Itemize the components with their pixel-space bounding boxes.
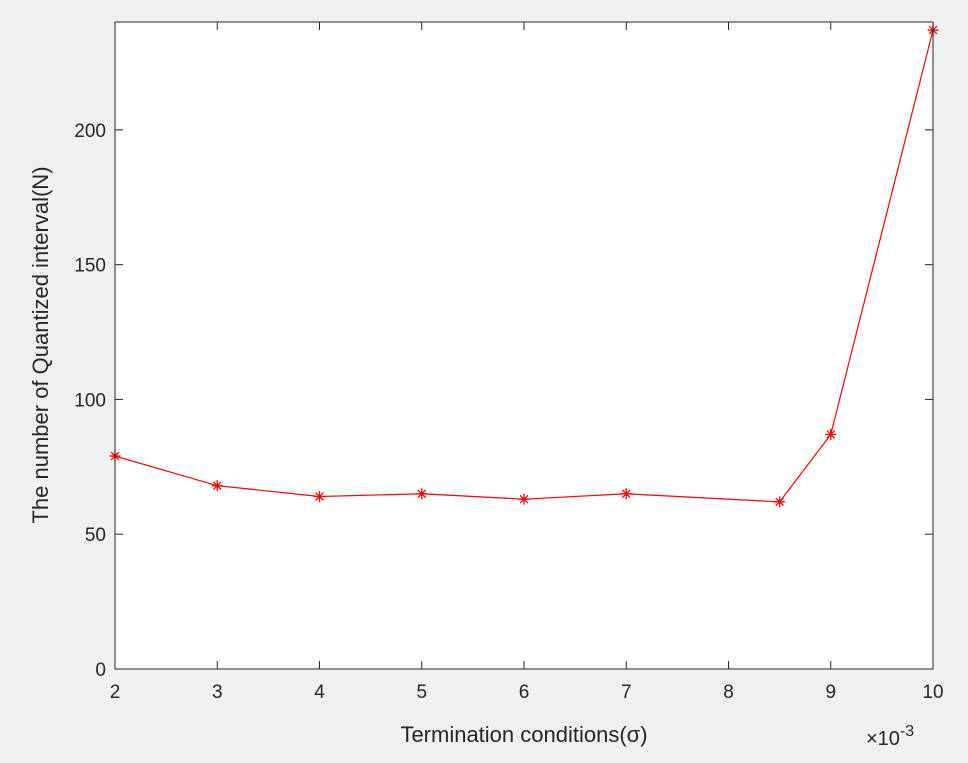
x-tick-label: 3	[212, 682, 223, 703]
x-tick-label: 7	[621, 682, 632, 703]
marker-stroke	[315, 492, 324, 501]
x-tick-label: 4	[314, 682, 325, 703]
marker-stroke	[519, 494, 529, 504]
x-tick-label: 10	[922, 682, 943, 703]
y-tick-label: 100	[74, 390, 106, 411]
y-tick-label: 0	[95, 660, 106, 681]
x-exponent-power: -3	[900, 723, 914, 740]
data-point	[314, 490, 325, 502]
data-point	[518, 493, 530, 505]
x-tick-label: 2	[110, 682, 121, 703]
x-exponent-base: ×10	[866, 728, 900, 750]
data-point	[774, 496, 786, 508]
x-exponent-label: ×10-3	[866, 723, 914, 750]
y-tick-label: 50	[85, 525, 106, 546]
y-tick-label: 200	[74, 121, 106, 142]
x-tick-label: 9	[825, 682, 836, 703]
data-point	[620, 488, 632, 500]
marker-stroke	[775, 497, 784, 507]
marker-stroke	[826, 430, 836, 439]
y-tick-label: 150	[74, 256, 106, 277]
data-point	[211, 480, 223, 492]
x-tick-label: 8	[723, 682, 734, 703]
plot-area	[115, 22, 933, 669]
marker-stroke	[212, 481, 222, 491]
data-point	[416, 488, 428, 500]
marker-stroke	[417, 489, 427, 499]
x-tick-label: 6	[519, 682, 530, 703]
x-axis-label: Termination conditions(σ)	[400, 722, 647, 747]
y-axis-label: The number of Quantized interval(N)	[28, 166, 53, 523]
data-point	[825, 428, 837, 440]
axes-box	[114, 21, 934, 670]
x-tick-label: 5	[416, 682, 427, 703]
marker-stroke	[621, 489, 631, 499]
